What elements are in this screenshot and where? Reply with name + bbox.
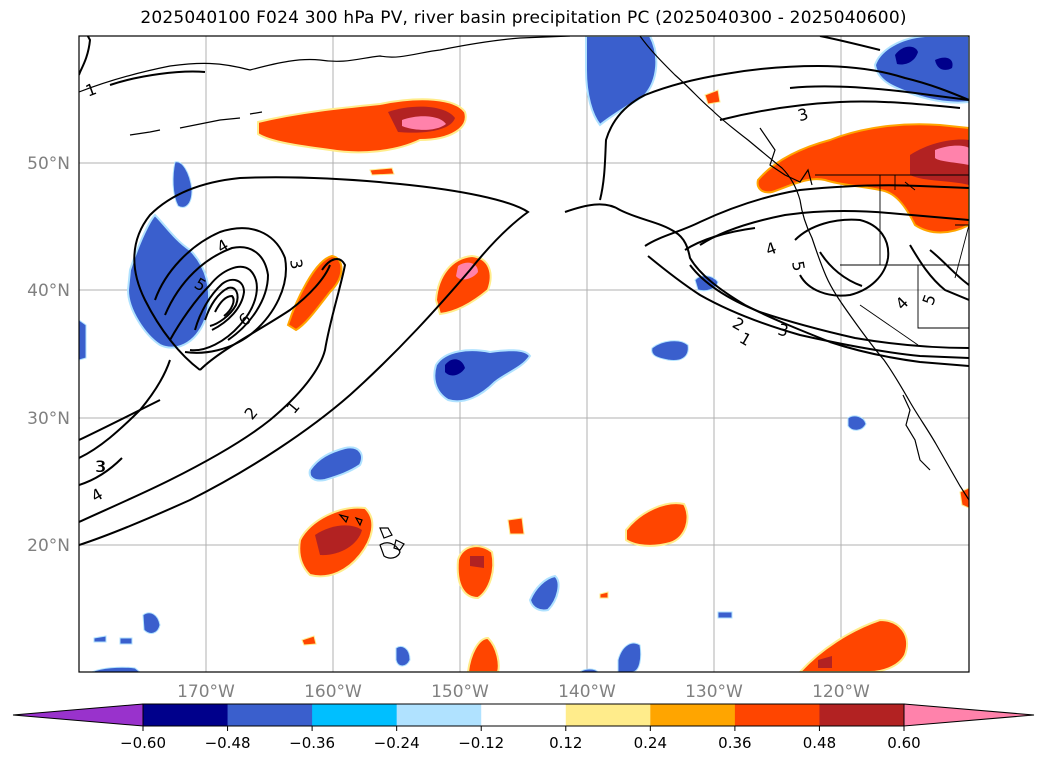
- negative-precip-fields: [79, 36, 969, 672]
- colorbar-bin: [819, 704, 905, 726]
- colorbar-tick-label: −0.36: [289, 734, 335, 752]
- colorbar-tick-label: −0.48: [205, 734, 251, 752]
- lon-label: 140°W: [558, 682, 616, 702]
- colorbar-tick-label: −0.24: [374, 734, 420, 752]
- colorbar-tick-label: 0.48: [803, 734, 836, 752]
- lat-label: 20°N: [27, 536, 70, 556]
- colorbar-bin: [565, 704, 651, 726]
- colorbar-bin: [734, 704, 820, 726]
- latitude-labels: 50°N 40°N 30°N 20°N: [27, 154, 70, 556]
- contour-label: 3: [776, 320, 791, 341]
- colorbar-bin: [227, 704, 313, 726]
- colorbar-tick-label: −0.12: [458, 734, 504, 752]
- colorbar-tick-label: 0.24: [634, 734, 667, 752]
- colorbar-extend-max: [903, 703, 1035, 727]
- positive-precip-fields: [257, 89, 969, 672]
- colorbar-extend-min: [12, 703, 144, 727]
- contour-label: 5: [788, 259, 808, 272]
- coastlines: [79, 36, 969, 559]
- colorbar-frame: [142, 703, 905, 727]
- colorbar-tick-label: 0.36: [718, 734, 751, 752]
- contour-label: 3: [95, 457, 105, 476]
- lon-label: 120°W: [812, 682, 870, 702]
- lon-label: 170°W: [177, 682, 235, 702]
- lat-label: 50°N: [27, 154, 70, 174]
- colorbar-bin: [481, 704, 567, 726]
- lon-label: 160°W: [304, 682, 362, 702]
- map-border: [78, 35, 970, 673]
- contour-label: 3: [286, 257, 306, 270]
- colorbar-tick-label: −0.60: [120, 734, 166, 752]
- lat-label: 30°N: [27, 409, 70, 429]
- lon-label: 130°W: [685, 682, 743, 702]
- colorbar-bin: [312, 704, 398, 726]
- colorbar-bin: [650, 704, 736, 726]
- colorbar-bin: [396, 704, 482, 726]
- lon-label: 150°W: [431, 682, 489, 702]
- lat-label: 40°N: [27, 281, 70, 301]
- map-title: 2025040100 F024 300 hPa PV, river basin …: [140, 8, 907, 28]
- pv-contours: [79, 36, 969, 546]
- longitude-labels: 170°W 160°W 150°W 140°W 130°W 120°W: [177, 682, 870, 702]
- graticule: [79, 36, 969, 672]
- colorbar-tick-label: 0.12: [549, 734, 582, 752]
- colorbar-tick-label: 0.60: [887, 734, 920, 752]
- contour-label: 3: [796, 104, 811, 125]
- colorbar: −0.60 −0.48 −0.36 −0.24 −0.12 0.12 0.24 0.36 0.4…: [12, 703, 1035, 752]
- contour-label: 3: [96, 457, 106, 476]
- colorbar-bin: [143, 704, 229, 726]
